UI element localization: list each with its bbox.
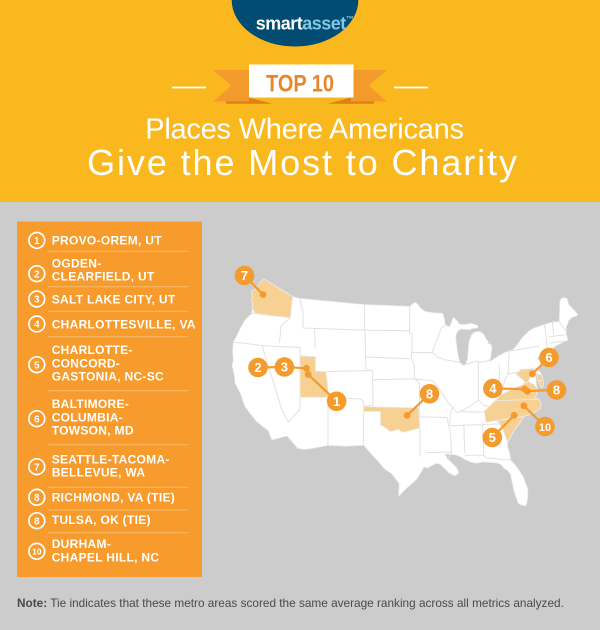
svg-text:CLEARFIELD, UT: CLEARFIELD, UT [52, 270, 155, 284]
svg-text:Give the Most to Charity: Give the Most to Charity [87, 142, 519, 183]
svg-text:4: 4 [489, 381, 497, 396]
svg-text:3: 3 [281, 360, 288, 375]
svg-text:COLUMBIA-: COLUMBIA- [52, 410, 123, 424]
svg-text:PROVO-OREM, UT: PROVO-OREM, UT [52, 233, 163, 247]
svg-text:RICHMOND, VA (TIE): RICHMOND, VA (TIE) [52, 490, 175, 504]
svg-text:10: 10 [539, 422, 551, 434]
svg-text:BALTIMORE-: BALTIMORE- [52, 397, 129, 411]
svg-text:CHARLOTTE-: CHARLOTTE- [52, 343, 133, 357]
svg-text:Places Where Americans: Places Where Americans [145, 113, 463, 145]
svg-text:1: 1 [34, 236, 40, 247]
svg-text:OGDEN-: OGDEN- [52, 256, 102, 270]
svg-text:6: 6 [545, 350, 552, 365]
svg-text:4: 4 [34, 320, 40, 331]
svg-text:SEATTLE-TACOMA-: SEATTLE-TACOMA- [52, 452, 170, 466]
svg-text:TOP 10: TOP 10 [266, 71, 334, 98]
svg-text:6: 6 [34, 414, 40, 425]
svg-text:CHAPEL HILL, NC: CHAPEL HILL, NC [52, 550, 160, 564]
svg-text:DURHAM-: DURHAM- [52, 537, 111, 551]
svg-text:10: 10 [32, 547, 42, 557]
svg-text:5: 5 [34, 360, 40, 371]
svg-text:CHARLOTTESVILLE, VA: CHARLOTTESVILLE, VA [52, 318, 196, 332]
svg-text:TULSA, OK (TIE): TULSA, OK (TIE) [52, 513, 151, 527]
svg-text:2: 2 [34, 269, 40, 280]
svg-text:8: 8 [426, 386, 433, 401]
svg-text:CONCORD-: CONCORD- [52, 356, 120, 370]
svg-text:Note: Tie indicates that these: Note: Tie indicates that these metro are… [17, 596, 564, 610]
svg-text:3: 3 [34, 295, 40, 306]
svg-text:8: 8 [34, 516, 40, 527]
svg-text:GASTONIA, NC-SC: GASTONIA, NC-SC [52, 370, 164, 384]
svg-text:TOWSON, MD: TOWSON, MD [52, 424, 134, 438]
svg-text:8: 8 [553, 383, 560, 398]
svg-text:7: 7 [241, 268, 248, 283]
svg-text:2: 2 [254, 360, 261, 375]
svg-text:SALT LAKE CITY, UT: SALT LAKE CITY, UT [52, 292, 176, 306]
svg-text:5: 5 [489, 430, 496, 445]
svg-text:BELLEVUE, WA: BELLEVUE, WA [52, 466, 146, 480]
svg-text:smartasset™: smartasset™ [256, 14, 354, 34]
svg-text:1: 1 [333, 394, 340, 409]
svg-text:8: 8 [34, 493, 40, 504]
svg-text:7: 7 [34, 462, 40, 473]
